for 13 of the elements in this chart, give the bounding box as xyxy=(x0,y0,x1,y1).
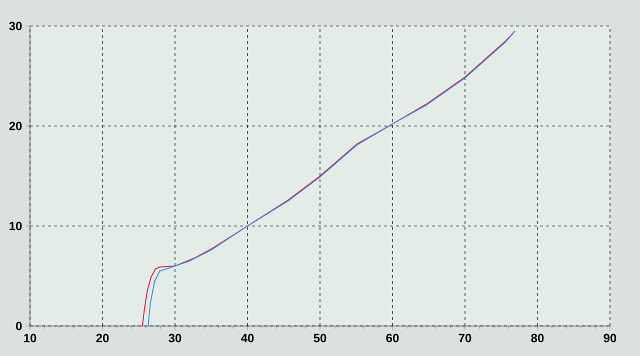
x-tick-label: 40 xyxy=(241,334,254,342)
x-tick-label: 80 xyxy=(531,334,544,342)
y-tick-label: 20 xyxy=(9,122,22,130)
x-tick-label: 20 xyxy=(96,334,109,342)
y-tick-label: 30 xyxy=(9,22,22,30)
x-tick-label: 60 xyxy=(386,334,399,342)
x-tick-label: 10 xyxy=(24,334,36,342)
y-tick-label: 0 xyxy=(16,322,22,330)
x-tick-label: 30 xyxy=(168,334,182,342)
x-tick-label: 90 xyxy=(604,334,616,342)
y-tick-label: 10 xyxy=(10,222,22,230)
x-tick-label: 50 xyxy=(314,334,326,342)
x-tick-label: 70 xyxy=(458,334,472,342)
